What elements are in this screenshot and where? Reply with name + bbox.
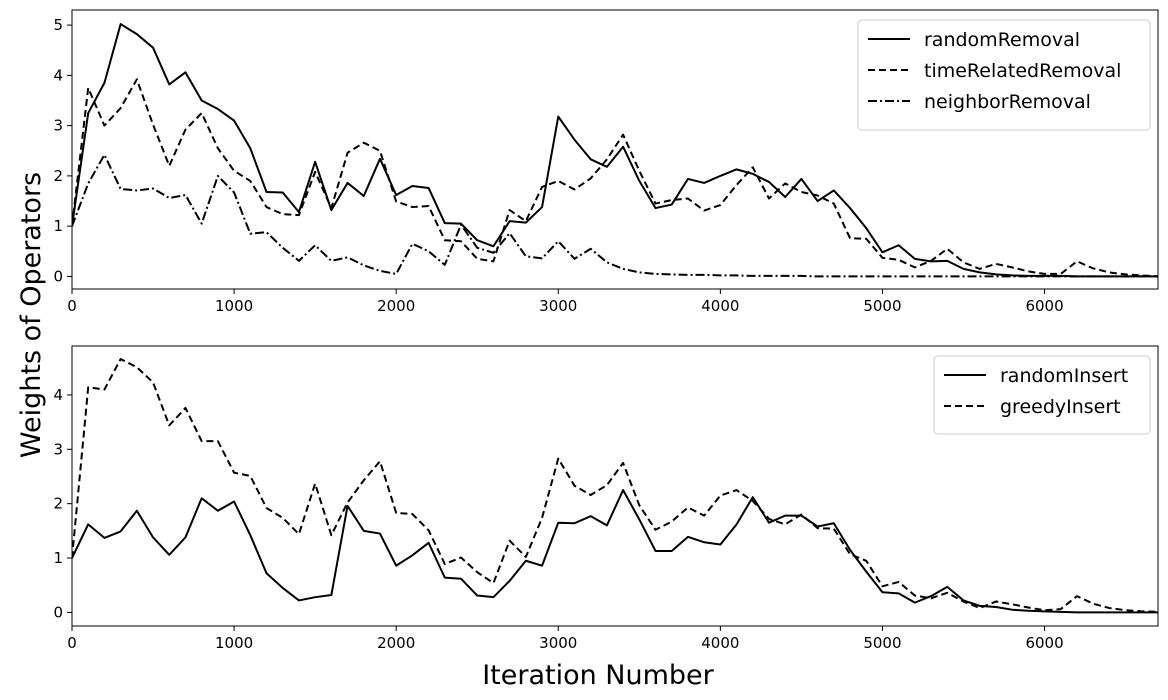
series-line-randomRemoval (72, 23, 1158, 278)
x-tick-label: 3000 (539, 634, 577, 652)
x-tick-label: 6000 (1025, 297, 1063, 315)
x-tick-label: 5000 (863, 297, 901, 315)
x-tick-label: 0 (67, 297, 77, 315)
x-tick-label: 1000 (215, 634, 253, 652)
legend-label: randomRemoval (924, 29, 1080, 51)
y-axis-label: Weights of Operators (16, 172, 47, 458)
y-tick-label: 2 (53, 167, 63, 185)
plot-frame (71, 9, 1159, 290)
series-line-neighborRemoval (72, 153, 1158, 278)
x-tick-label: 2000 (377, 634, 415, 652)
y-tick-label: 0 (53, 603, 63, 621)
y-tick-label: 2 (53, 495, 63, 513)
y-tick-label: 3 (53, 440, 63, 458)
series-line-randomInsert (72, 489, 1158, 614)
y-tick-label: 4 (53, 386, 63, 404)
legend-label: neighborRemoval (924, 91, 1091, 113)
series-line-timeRelatedRemoval (72, 78, 1158, 278)
y-tick-label: 4 (53, 66, 63, 84)
legend-box (933, 355, 1151, 435)
y-tick-label: 5 (53, 16, 63, 34)
legend: randomRemoval timeRelatedRemoval neighborR… (857, 19, 1151, 131)
legend-label: randomInsert (1000, 365, 1128, 387)
plot-frame (71, 345, 1159, 627)
bottom-chart-panel: 0 1000 2000 3000 4000 5000 6000 0 1 2 3 4 randomInse… (53, 345, 1159, 652)
x-tick-label: 2000 (377, 297, 415, 315)
y-tick-label: 3 (53, 117, 63, 135)
x-axis-label: Iteration Number (482, 660, 714, 691)
x-tick-label: 0 (67, 634, 77, 652)
x-tick-label: 5000 (863, 634, 901, 652)
legend-box (857, 19, 1151, 131)
y-tick-label: 1 (53, 217, 63, 235)
x-tick-label: 3000 (539, 297, 577, 315)
x-tick-label: 4000 (701, 297, 739, 315)
legend: randomInsert greedyInsert (933, 355, 1151, 435)
x-tick-label: 1000 (215, 297, 253, 315)
x-tick-label: 4000 (701, 634, 739, 652)
legend-label: greedyInsert (1000, 396, 1121, 418)
y-tick-label: 1 (53, 549, 63, 567)
x-tick-label: 6000 (1025, 634, 1063, 652)
legend-label: timeRelatedRemoval (924, 60, 1121, 82)
top-chart-panel: 0 1000 2000 3000 4000 5000 6000 0 1 2 3 4 5 randomRem… (53, 9, 1159, 315)
series-line-greedyInsert (72, 358, 1158, 613)
y-tick-label: 0 (53, 267, 63, 285)
